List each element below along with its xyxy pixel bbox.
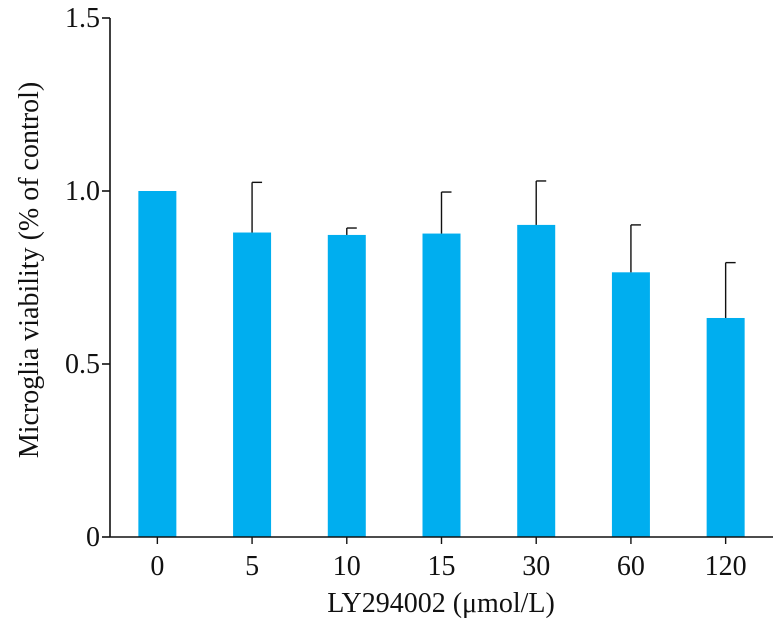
bar [233,232,272,537]
y-tick-label: 0 [86,522,100,553]
bar [138,191,177,537]
x-tick-label: 0 [150,551,164,582]
x-axis-label: LY294002 (μmol/L) [327,588,555,619]
bar [327,234,366,537]
x-tick-label: 5 [245,551,259,582]
error-bars-group [251,180,736,318]
bar [611,272,650,537]
y-ticks-group: 0 0.5 1.0 1.5 [65,3,110,553]
bar [422,233,461,538]
x-tick-label: 15 [428,551,456,582]
y-axis-label: Microglia viability (% of control) [14,82,45,458]
bar [517,224,556,537]
x-ticks-group: 0 5 10 15 30 60 120 [150,537,747,582]
y-tick-label: 0.5 [65,349,100,380]
bar [706,317,745,537]
x-tick-label: 10 [333,551,361,582]
bars-group [138,191,745,538]
y-tick-label: 1.0 [65,176,100,207]
x-tick-label: 30 [522,551,550,582]
x-tick-label: 60 [617,551,645,582]
x-tick-label: 120 [705,551,747,582]
y-tick-label: 1.5 [65,3,100,34]
